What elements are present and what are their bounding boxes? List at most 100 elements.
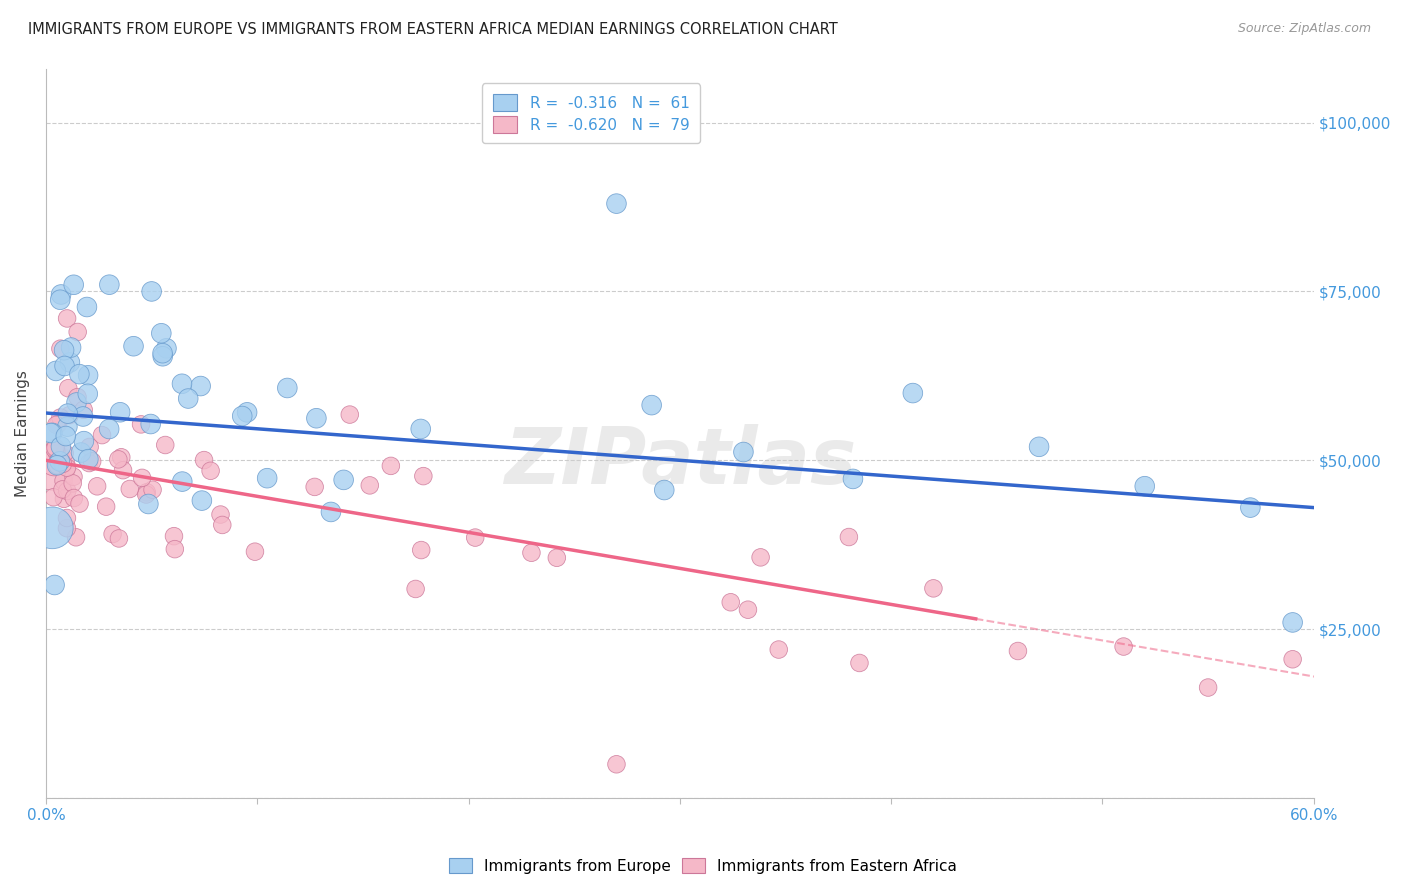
Point <box>73 402 96 417</box>
Point <box>41 521 63 535</box>
Point <box>52 491 75 506</box>
Point <box>76 300 98 314</box>
Point <box>380 458 402 473</box>
Point <box>62 277 84 292</box>
Point <box>52 474 75 488</box>
Point <box>155 438 177 452</box>
Point <box>464 531 486 545</box>
Point <box>58 381 80 395</box>
Point <box>135 485 157 500</box>
Point <box>177 392 200 406</box>
Point <box>107 452 129 467</box>
Point <box>112 463 135 477</box>
Point <box>138 497 160 511</box>
Point <box>59 355 82 369</box>
Point <box>62 469 84 483</box>
Point <box>46 454 69 468</box>
Point <box>62 476 84 491</box>
Point <box>44 453 66 467</box>
Point <box>605 757 627 772</box>
Point <box>59 408 82 422</box>
Point <box>236 405 259 419</box>
Text: ZIPatlas: ZIPatlas <box>503 425 856 500</box>
Point <box>243 544 266 558</box>
Point <box>520 546 543 560</box>
Point <box>49 410 72 425</box>
Point <box>56 419 79 434</box>
Point <box>108 532 131 546</box>
Point <box>129 417 152 432</box>
Text: IMMIGRANTS FROM EUROPE VS IMMIGRANTS FROM EASTERN AFRICA MEDIAN EARNINGS CORRELA: IMMIGRANTS FROM EUROPE VS IMMIGRANTS FRO… <box>28 22 838 37</box>
Point <box>838 530 860 544</box>
Legend: Immigrants from Europe, Immigrants from Eastern Africa: Immigrants from Europe, Immigrants from … <box>443 852 963 880</box>
Point <box>79 440 101 454</box>
Point <box>65 530 87 544</box>
Point <box>53 446 76 460</box>
Point <box>749 550 772 565</box>
Point <box>39 426 62 441</box>
Point <box>63 491 86 505</box>
Point <box>190 379 212 393</box>
Point <box>46 417 69 431</box>
Point <box>98 422 121 436</box>
Point <box>53 343 76 358</box>
Point <box>56 483 79 498</box>
Point <box>163 529 186 543</box>
Point <box>901 386 924 401</box>
Point <box>77 456 100 470</box>
Point <box>55 429 77 443</box>
Point <box>1028 440 1050 454</box>
Point <box>56 521 79 535</box>
Point <box>768 642 790 657</box>
Point <box>332 473 354 487</box>
Point <box>70 445 93 459</box>
Text: Source: ZipAtlas.com: Source: ZipAtlas.com <box>1237 22 1371 36</box>
Point <box>101 527 124 541</box>
Point <box>304 480 326 494</box>
Point <box>359 478 381 492</box>
Point <box>842 472 865 486</box>
Y-axis label: Median Earnings: Median Earnings <box>15 370 30 497</box>
Point <box>405 582 427 596</box>
Point <box>56 407 79 421</box>
Point <box>319 505 342 519</box>
Point <box>66 390 89 404</box>
Point <box>56 311 79 326</box>
Point <box>409 422 432 436</box>
Point <box>52 457 75 471</box>
Point <box>131 471 153 485</box>
Point <box>49 287 72 301</box>
Point <box>142 483 165 497</box>
Point <box>44 442 66 456</box>
Point <box>67 367 90 381</box>
Point <box>86 479 108 493</box>
Point <box>170 376 193 391</box>
Point <box>65 395 87 409</box>
Point <box>122 339 145 353</box>
Point <box>231 409 253 423</box>
Point <box>41 425 63 440</box>
Point <box>339 408 361 422</box>
Point <box>922 582 945 596</box>
Point <box>56 511 79 525</box>
Point <box>77 368 100 383</box>
Point <box>191 493 214 508</box>
Point <box>69 497 91 511</box>
Point <box>49 454 72 468</box>
Point <box>605 196 627 211</box>
Point <box>72 409 94 424</box>
Point <box>150 326 173 341</box>
Point <box>77 452 100 467</box>
Point <box>152 346 174 360</box>
Point <box>44 578 66 592</box>
Point <box>152 349 174 363</box>
Legend: R =  -0.316   N =  61, R =  -0.620   N =  79: R = -0.316 N = 61, R = -0.620 N = 79 <box>482 84 700 144</box>
Point <box>91 428 114 442</box>
Point <box>737 603 759 617</box>
Point <box>118 482 141 496</box>
Point <box>720 595 742 609</box>
Point <box>56 460 79 475</box>
Point <box>94 500 117 514</box>
Point <box>1281 615 1303 630</box>
Point <box>66 325 89 339</box>
